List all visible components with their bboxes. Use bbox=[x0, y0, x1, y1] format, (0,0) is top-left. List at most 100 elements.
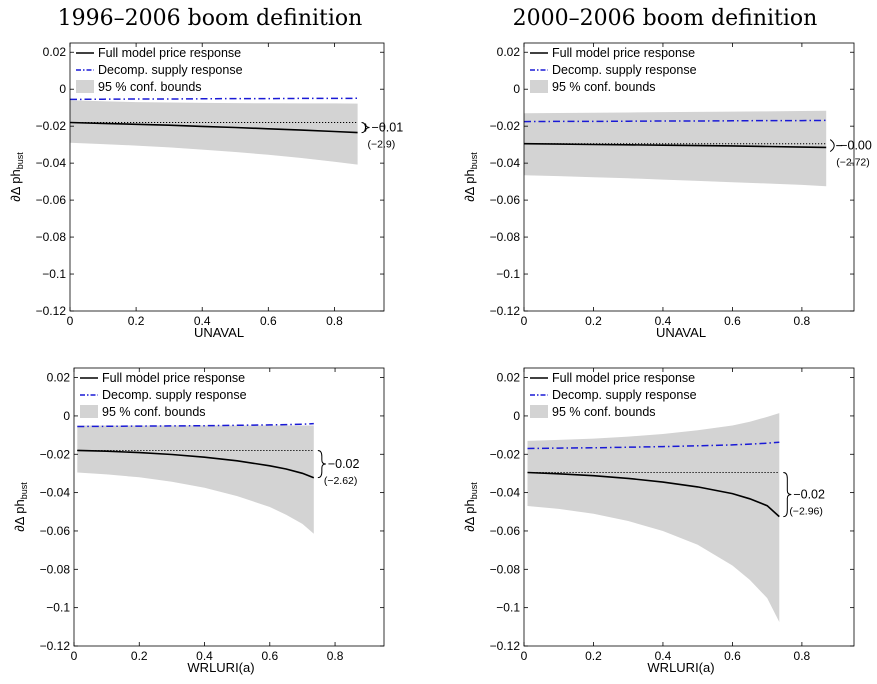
annotation-tstat: (−2.62) bbox=[324, 475, 358, 487]
x-tick-label: 0.6 bbox=[724, 649, 741, 663]
y-axis-label: ∂Δ phbust bbox=[12, 482, 29, 532]
confidence-band bbox=[524, 110, 827, 187]
y-tick-label: 0 bbox=[63, 409, 70, 423]
axes-frame bbox=[523, 42, 855, 312]
y-tick-label: −0.12 bbox=[40, 639, 71, 653]
column-title-right: 2000–2006 boom definition bbox=[513, 6, 818, 31]
y-tick-label: −0.08 bbox=[40, 562, 71, 576]
x-tick-label: 0.8 bbox=[794, 649, 811, 663]
legend-band-swatch bbox=[530, 80, 548, 93]
annotation-value: −0.00 bbox=[840, 139, 872, 153]
y-tick-label: 0.02 bbox=[497, 45, 521, 59]
y-tick-label: 0 bbox=[513, 82, 520, 96]
panel-top-left: 0.020−0.02−0.04−0.06−0.08−0.1−0.120 0.2 0.… bbox=[8, 42, 404, 340]
panel-top-right: 0.020−0.02−0.04−0.06−0.08−0.1−0.120 0.2 0.… bbox=[462, 42, 872, 340]
axes-frame bbox=[69, 42, 385, 312]
y-tick-label: −0.02 bbox=[490, 119, 521, 133]
y-tick-label: −0.02 bbox=[490, 447, 521, 461]
x-tick-label: 0 bbox=[71, 649, 78, 663]
panel-bottom-right: 0.020−0.02−0.04−0.06−0.08−0.1−0.120 0.2 0.… bbox=[462, 367, 855, 675]
x-axis-label: UNAVAL bbox=[656, 325, 706, 340]
legend-supply-label: Decomp. supply response bbox=[552, 388, 697, 402]
legend-band-swatch bbox=[530, 405, 548, 418]
legend-full-label: Full model price response bbox=[102, 371, 245, 385]
y-tick-label: −0.06 bbox=[40, 524, 71, 538]
legend-full-label: Full model price response bbox=[98, 46, 241, 60]
y-tick-label: 0.02 bbox=[47, 371, 71, 385]
x-tick-label: 0.8 bbox=[794, 314, 811, 328]
x-tick-label: 0.2 bbox=[585, 314, 602, 328]
y-axis-label-main: ∂Δ ph bbox=[8, 169, 23, 201]
y-axis-label-main: ∂Δ ph bbox=[12, 499, 27, 531]
x-axis-label: UNAVAL bbox=[194, 325, 244, 340]
panel-bottom-left: 0.020−0.02−0.04−0.06−0.08−0.1−0.120 0.2 0.… bbox=[12, 367, 385, 675]
y-tick-label: −0.06 bbox=[490, 193, 521, 207]
x-tick-label: 0.2 bbox=[131, 649, 148, 663]
confidence-band bbox=[527, 413, 780, 622]
legend-supply-label: Decomp. supply response bbox=[102, 388, 247, 402]
annotation-tstat: (−2.96) bbox=[789, 506, 823, 518]
confidence-band bbox=[70, 100, 358, 165]
annotation-brace bbox=[361, 121, 370, 134]
legend-supply-label: Decomp. supply response bbox=[552, 63, 697, 77]
legend-supply-label: Decomp. supply response bbox=[98, 63, 243, 77]
y-axis-label-sub: bust bbox=[15, 152, 25, 170]
x-tick-label: 0.6 bbox=[261, 649, 278, 663]
x-tick-label: 0.4 bbox=[655, 314, 672, 328]
y-axis-label-main: ∂Δ ph bbox=[462, 499, 477, 531]
legend-full-label: Full model price response bbox=[552, 371, 695, 385]
y-axis-label: ∂Δ phbust bbox=[462, 152, 479, 202]
full-model-line bbox=[527, 471, 780, 518]
y-tick-label: −0.06 bbox=[490, 524, 521, 538]
y-tick-label: 0 bbox=[513, 409, 520, 423]
y-tick-label: −0.12 bbox=[490, 304, 521, 318]
panels: 0.020−0.02−0.04−0.06−0.08−0.1−0.120 0.2 0.… bbox=[8, 42, 872, 675]
y-tick-label: −0.1 bbox=[46, 601, 70, 615]
axes-frame bbox=[73, 367, 385, 647]
axes-frame bbox=[523, 367, 855, 647]
annotation-tstat: (−2.72) bbox=[836, 157, 870, 169]
full-model-line bbox=[77, 449, 315, 479]
y-tick-label: −0.02 bbox=[36, 119, 67, 133]
annotation-brace bbox=[317, 449, 326, 479]
x-axis-label: WRLURI(a) bbox=[647, 660, 714, 675]
legend-band-label: 95 % conf. bounds bbox=[552, 80, 656, 94]
legend-band-label: 95 % conf. bounds bbox=[552, 405, 656, 419]
y-tick-label: −0.04 bbox=[36, 156, 67, 170]
y-tick-label: −0.12 bbox=[490, 639, 521, 653]
full-model-line bbox=[69, 121, 358, 134]
y-tick-label: 0.02 bbox=[497, 371, 521, 385]
y-tick-label: −0.08 bbox=[490, 562, 521, 576]
x-tick-label: 0 bbox=[521, 649, 528, 663]
x-tick-label: 0.8 bbox=[326, 314, 343, 328]
y-tick-label: −0.04 bbox=[490, 156, 521, 170]
y-axis-label: ∂Δ phbust bbox=[462, 482, 479, 532]
supply-response-line bbox=[523, 119, 827, 123]
y-tick-label: −0.04 bbox=[490, 486, 521, 500]
annotation-value: −0.02 bbox=[793, 488, 825, 502]
y-tick-label: 0 bbox=[59, 82, 66, 96]
y-tick-label: 0.02 bbox=[43, 45, 67, 59]
x-tick-label: 0.4 bbox=[194, 314, 211, 328]
y-tick-label: −0.02 bbox=[40, 447, 71, 461]
x-tick-label: 0.2 bbox=[585, 649, 602, 663]
full-model-line bbox=[523, 142, 827, 149]
x-tick-label: 0.4 bbox=[655, 649, 672, 663]
legend-band-swatch bbox=[76, 80, 94, 93]
x-tick-label: 0.4 bbox=[196, 649, 213, 663]
y-tick-label: −0.1 bbox=[42, 267, 66, 281]
legend-band-swatch bbox=[80, 405, 98, 418]
annotation-value: −0.01 bbox=[372, 121, 404, 135]
supply-response-line bbox=[527, 441, 780, 450]
y-tick-label: −0.08 bbox=[36, 230, 67, 244]
annotation-value: −0.02 bbox=[328, 457, 360, 471]
annotation-brace bbox=[829, 139, 843, 152]
y-tick-label: −0.12 bbox=[36, 304, 67, 318]
confidence-band bbox=[77, 425, 314, 534]
column-title-left: 1996–2006 boom definition bbox=[58, 6, 363, 31]
y-axis-label-sub: bust bbox=[469, 152, 479, 170]
y-tick-label: −0.04 bbox=[40, 486, 71, 500]
y-axis-label-sub: bust bbox=[469, 482, 479, 500]
y-axis-label-main: ∂Δ ph bbox=[462, 169, 477, 201]
